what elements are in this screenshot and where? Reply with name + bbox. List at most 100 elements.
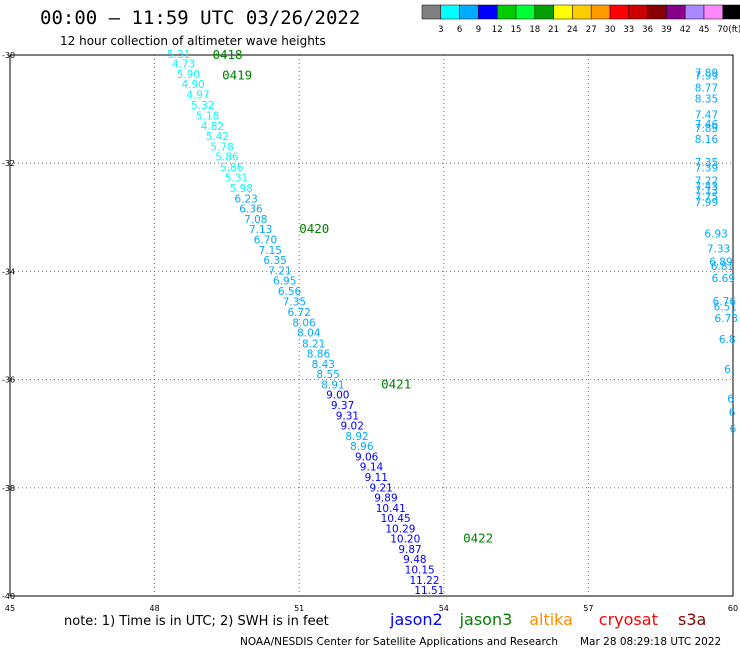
colorbar-swatch — [440, 4, 460, 20]
colorbar-swatch — [628, 4, 648, 20]
colorbar-label: 18 — [529, 25, 540, 35]
wave-height-value: 8.21 — [302, 338, 325, 350]
x-tick-label: 54 — [439, 604, 449, 613]
wave-height-value: 4.82 — [201, 121, 224, 133]
wave-height-value: 7.39 — [695, 163, 718, 175]
colorbar-swatch — [459, 4, 479, 20]
wave-height-value: 7.21 — [268, 265, 291, 277]
colorbar-label: 3 — [438, 25, 443, 35]
wave-height-value: 5.98 — [230, 183, 253, 195]
wave-height-value: 7.89 — [695, 123, 718, 135]
satellite-legend-entry: jason3 — [459, 610, 513, 629]
satellite-legend: jason2 jason3 altika cryosat s3a — [389, 610, 706, 629]
wave-height-value: 6.73 — [715, 313, 738, 325]
footer-note: note: 1) Time is in UTC; 2) SWH is in fe… — [64, 614, 329, 629]
y-tick-label: -30 — [2, 51, 15, 60]
x-tick-label: 48 — [150, 604, 160, 613]
wave-height-value: 9.11 — [365, 472, 388, 484]
wave-height-value: 8.77 — [695, 82, 718, 94]
wave-height-value: 7.22 — [695, 176, 718, 188]
colorbar-swatch — [572, 4, 592, 20]
colorbar-label: 12 — [492, 25, 503, 35]
colorbar-swatch — [515, 4, 536, 20]
colorbar-label: 27 — [586, 25, 597, 35]
pass-time-label: 0421 — [381, 376, 411, 391]
wave-height-value: 8.96 — [350, 441, 374, 453]
wave-height-value: 6.70 — [254, 234, 277, 246]
wave-height-value: 7.75 — [695, 192, 718, 204]
chart-title: 00:00 – 11:59 UTC 03/26/2022 — [40, 7, 360, 29]
wave-height-value: 5.18 — [196, 111, 219, 123]
wave-height-value: 5.86 — [220, 162, 244, 174]
x-tick-labels: 45 48 51 54 57 60 — [5, 604, 738, 613]
wave-height-value: 5.31 — [167, 49, 190, 61]
wave-height-value: 5.78 — [210, 141, 233, 153]
wave-height-value: 6 — [727, 394, 734, 406]
satellite-legend-entry: cryosat — [599, 610, 658, 629]
wave-height-value: 10.41 — [376, 503, 406, 515]
colorbar-label: 70 — [717, 25, 728, 35]
wave-height-value: 6.76 — [713, 296, 737, 308]
wave-height-value: 9.00 — [326, 390, 349, 402]
colorbar-label: 21 — [548, 25, 559, 35]
wave-height-value: 8.35 — [695, 93, 718, 105]
wave-height-value: 7.47 — [695, 110, 718, 122]
wave-height-value: 11.51 — [414, 585, 444, 597]
wave-height-value: 4.90 — [181, 79, 204, 91]
y-tick-label: -40 — [2, 592, 15, 601]
wave-height-value: 5.42 — [206, 131, 229, 143]
colorbar-legend: 3 6 9 12 15 18 21 24 27 30 33 36 39 42 45 70 (ft) — [421, 4, 740, 35]
y-tick-label: -32 — [2, 159, 15, 168]
wave-height-value: 8.16 — [695, 134, 719, 146]
colorbar-label: 6 — [457, 25, 462, 35]
y-tick-label: -34 — [2, 267, 15, 276]
wave-height-value: 7.89 — [695, 67, 718, 79]
colorbar-label: 15 — [511, 25, 522, 35]
colorbar-swatch — [421, 4, 442, 20]
wave-height-value: 6.8 — [719, 334, 736, 346]
colorbar-unit: (ft) — [728, 25, 740, 35]
wave-height-value: 4.97 — [186, 89, 209, 101]
colorbar-swatch — [666, 4, 686, 20]
wave-height-value: 7.33 — [707, 244, 730, 256]
footer-timestamp: Mar 28 08:29:18 UTC 2022 — [580, 636, 721, 648]
wave-height-value: 7.08 — [244, 214, 267, 226]
y-tick-label: -36 — [2, 376, 15, 385]
chart-subtitle: 12 hour collection of altimeter wave hei… — [60, 34, 326, 48]
wave-height-value: 6. — [724, 364, 734, 376]
plot-frame — [9, 54, 734, 597]
wave-height-value: 9.89 — [374, 493, 397, 505]
x-tick-label: 60 — [728, 604, 738, 613]
pass-time-label: 0422 — [463, 531, 493, 546]
wave-height-value: 9.37 — [331, 400, 354, 412]
time-labels: 0418 0419 0420 0421 0422 — [212, 47, 493, 546]
wave-height-value: 7.35 — [695, 157, 718, 169]
wave-height-value: 8.04 — [297, 328, 321, 340]
wave-height-value: 7.13 — [249, 224, 272, 236]
wave-height-value: 6.89 — [709, 257, 732, 269]
wave-height-value: 10.45 — [381, 513, 411, 525]
pass-time-label: 0420 — [299, 221, 329, 236]
wave-height-value: 9.14 — [360, 462, 384, 474]
wave-height-value: 6.93 — [704, 229, 727, 241]
wave-height-value: 9.02 — [341, 421, 364, 433]
colorbar-label: 33 — [623, 25, 634, 35]
wave-height-value: 6.95 — [273, 276, 296, 288]
wave-height-value: 4.73 — [172, 59, 195, 71]
wave-height-value: 5.86 — [215, 152, 239, 164]
wave-height-value: 6.56 — [278, 286, 302, 298]
wave-height-value: 6.36 — [239, 204, 263, 216]
wave-height-value: 7.43 — [695, 181, 718, 193]
wave-height-value: 5.31 — [225, 172, 248, 184]
colorbar-swatch — [553, 4, 573, 20]
wave-height-value: 5.90 — [177, 69, 200, 81]
wave-height-value: 8.55 — [316, 369, 339, 381]
colorbar-label: 24 — [567, 25, 578, 35]
satellite-legend-entry: jason2 — [389, 610, 443, 629]
wave-height-value: 6 — [730, 423, 737, 435]
wave-height-value: 6.81 — [711, 261, 734, 273]
wave-height-value: 8.06 — [292, 317, 316, 329]
colorbar-swatch — [722, 4, 740, 20]
colorbar-swatch — [496, 4, 517, 20]
wave-height-value: 8.86 — [307, 349, 331, 361]
